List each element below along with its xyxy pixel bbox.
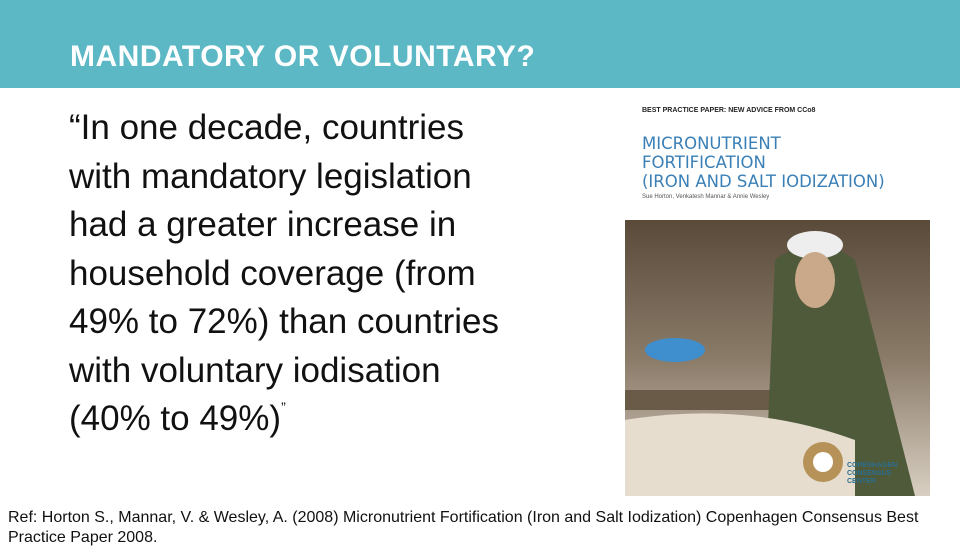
cover-series: BEST PRACTICE PAPER: NEW ADVICE FROM CCo… [642,107,816,114]
cover-title-line: FORTIFICATION [642,153,766,172]
quote: “In one decade, countries with mandatory… [69,104,499,444]
header-band [0,0,960,88]
quote-line: household coverage (from [69,253,476,293]
quote-line: (40% to 49%)” [69,395,499,444]
quote-line: “In one decade, countries [69,108,464,147]
closing-quote: ” [281,399,286,415]
logo-line: CENTER [847,478,876,485]
book-cover: BEST PRACTICE PAPER: NEW ADVICE FROM CCo… [625,100,930,496]
quote-line: had a greater increase in [69,205,457,244]
quote-line: with voluntary iodisation [69,350,441,390]
logo-line: COPENHAGEN [847,462,898,469]
quote-line: 49% to 72%) than countries [69,302,499,341]
cover-authors: Sue Horton, Venkatesh Mannar & Annie Wes… [642,194,770,200]
quote-line: with mandatory legislation [69,156,472,196]
slide-title: MANDATORY OR VOLUNTARY? [70,40,536,73]
logo-line: CONSENSUS [847,470,892,477]
cover-title-line: (IRON AND SALT IODIZATION) [642,172,885,191]
quote-line: (40% to 49%) [69,399,282,438]
cover-photo [625,220,930,496]
cover-logo: COPENHAGEN CONSENSUS CENTER [847,462,897,486]
cover-title-line: MICRONUTRIENT [642,134,781,153]
reference: Ref: Horton S., Mannar, V. & Wesley, A. … [8,509,919,546]
cover-title: MICRONUTRIENT FORTIFICATION (IRON AND SA… [642,134,885,191]
